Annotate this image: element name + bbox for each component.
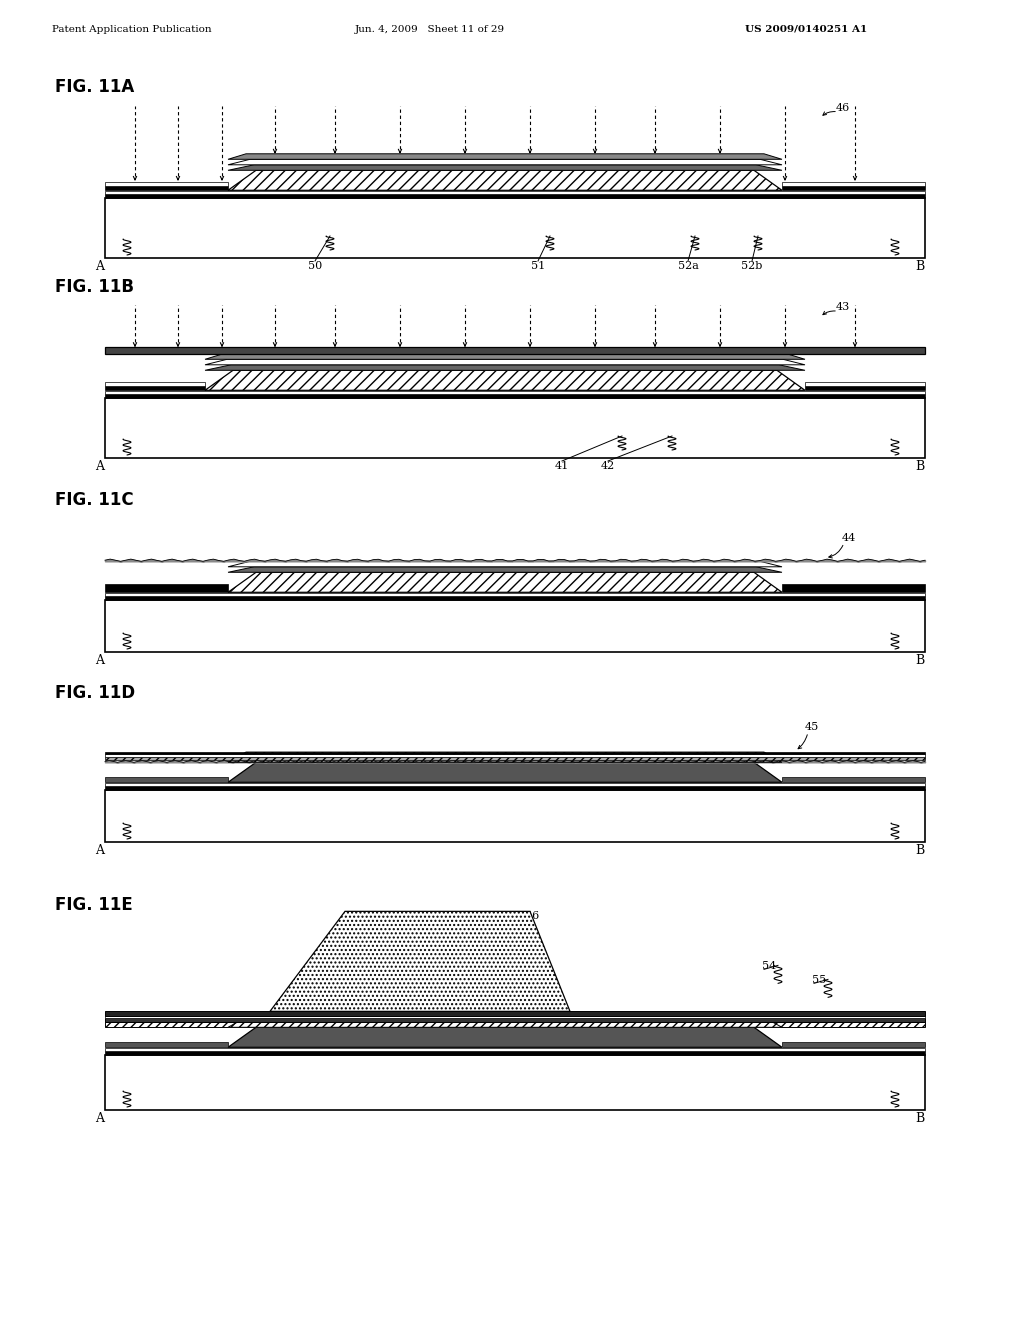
- Text: B: B: [915, 1111, 925, 1125]
- Polygon shape: [228, 154, 782, 160]
- Text: Patent Application Publication: Patent Application Publication: [52, 25, 212, 34]
- Polygon shape: [205, 364, 805, 371]
- Text: 41: 41: [555, 461, 569, 471]
- Text: B: B: [915, 260, 925, 273]
- Text: US 2009/0140251 A1: US 2009/0140251 A1: [745, 25, 867, 34]
- Text: FIG. 11A: FIG. 11A: [55, 78, 134, 96]
- Bar: [782, 186, 925, 190]
- Bar: [105, 186, 228, 190]
- Text: A: A: [95, 653, 104, 667]
- Text: FIG. 11E: FIG. 11E: [55, 896, 133, 913]
- Bar: [105, 391, 925, 393]
- Bar: [105, 182, 228, 186]
- Text: 43: 43: [836, 302, 850, 313]
- Text: 54: 54: [762, 961, 776, 972]
- Bar: [782, 776, 925, 783]
- Bar: [105, 1016, 925, 1018]
- Bar: [105, 1018, 925, 1022]
- Bar: [105, 1011, 925, 1016]
- Bar: [105, 191, 925, 194]
- Text: 52b: 52b: [741, 261, 763, 271]
- Polygon shape: [228, 762, 782, 783]
- Text: B: B: [915, 843, 925, 857]
- Bar: [782, 1041, 925, 1047]
- Text: FIG. 11C: FIG. 11C: [55, 491, 133, 510]
- Text: A: A: [95, 260, 104, 273]
- Bar: [105, 593, 925, 595]
- Bar: [105, 399, 925, 458]
- Bar: [105, 1041, 228, 1047]
- Text: 56: 56: [525, 911, 540, 921]
- Polygon shape: [228, 170, 782, 190]
- Polygon shape: [205, 371, 805, 391]
- Text: FIG. 11D: FIG. 11D: [55, 684, 135, 702]
- Polygon shape: [228, 1027, 782, 1047]
- Bar: [105, 381, 205, 385]
- Bar: [105, 601, 925, 652]
- Text: A: A: [95, 1111, 104, 1125]
- Bar: [105, 789, 925, 842]
- Text: 55: 55: [812, 975, 826, 985]
- Bar: [105, 776, 228, 783]
- Bar: [105, 347, 925, 354]
- Text: 45: 45: [805, 722, 819, 733]
- Polygon shape: [228, 160, 782, 165]
- Bar: [105, 194, 925, 198]
- Bar: [105, 783, 925, 785]
- Bar: [105, 1055, 925, 1110]
- Text: B: B: [915, 653, 925, 667]
- Bar: [105, 1051, 925, 1055]
- Bar: [105, 754, 925, 756]
- Bar: [105, 595, 925, 601]
- Text: 46: 46: [836, 103, 850, 112]
- Text: 44: 44: [842, 533, 856, 543]
- Bar: [105, 198, 925, 257]
- Bar: [782, 182, 925, 186]
- Text: 51: 51: [530, 261, 545, 271]
- Bar: [105, 752, 925, 754]
- Bar: [805, 387, 925, 391]
- Polygon shape: [228, 752, 782, 762]
- Bar: [105, 583, 228, 593]
- Polygon shape: [228, 1016, 782, 1027]
- Bar: [105, 785, 925, 789]
- Polygon shape: [228, 561, 782, 566]
- Text: B: B: [915, 459, 925, 473]
- Polygon shape: [228, 573, 782, 593]
- Bar: [805, 381, 925, 385]
- Text: Jun. 4, 2009   Sheet 11 of 29: Jun. 4, 2009 Sheet 11 of 29: [355, 25, 505, 34]
- Bar: [782, 583, 925, 593]
- Polygon shape: [205, 359, 805, 364]
- Text: A: A: [95, 843, 104, 857]
- Bar: [105, 756, 925, 760]
- Text: A: A: [95, 459, 104, 473]
- Bar: [105, 1022, 925, 1027]
- Polygon shape: [228, 165, 782, 170]
- Bar: [105, 1048, 925, 1051]
- Bar: [105, 387, 205, 391]
- Text: 42: 42: [601, 461, 615, 471]
- Text: FIG. 11B: FIG. 11B: [55, 279, 134, 296]
- Text: 52a: 52a: [678, 261, 698, 271]
- Bar: [105, 393, 925, 399]
- Text: 50: 50: [308, 261, 323, 271]
- Polygon shape: [270, 911, 570, 1011]
- Polygon shape: [228, 566, 782, 573]
- Polygon shape: [205, 354, 805, 359]
